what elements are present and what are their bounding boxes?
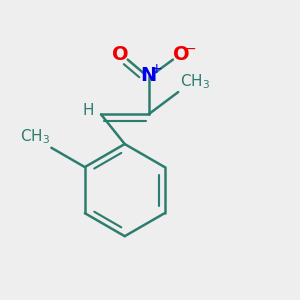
Text: N: N	[140, 66, 157, 85]
Text: O: O	[112, 45, 129, 64]
Text: CH$_3$: CH$_3$	[180, 72, 210, 91]
Text: H: H	[82, 103, 94, 118]
Text: +: +	[150, 62, 162, 76]
Text: O: O	[173, 45, 190, 64]
Text: −: −	[184, 41, 196, 56]
Text: CH$_3$: CH$_3$	[20, 128, 50, 146]
